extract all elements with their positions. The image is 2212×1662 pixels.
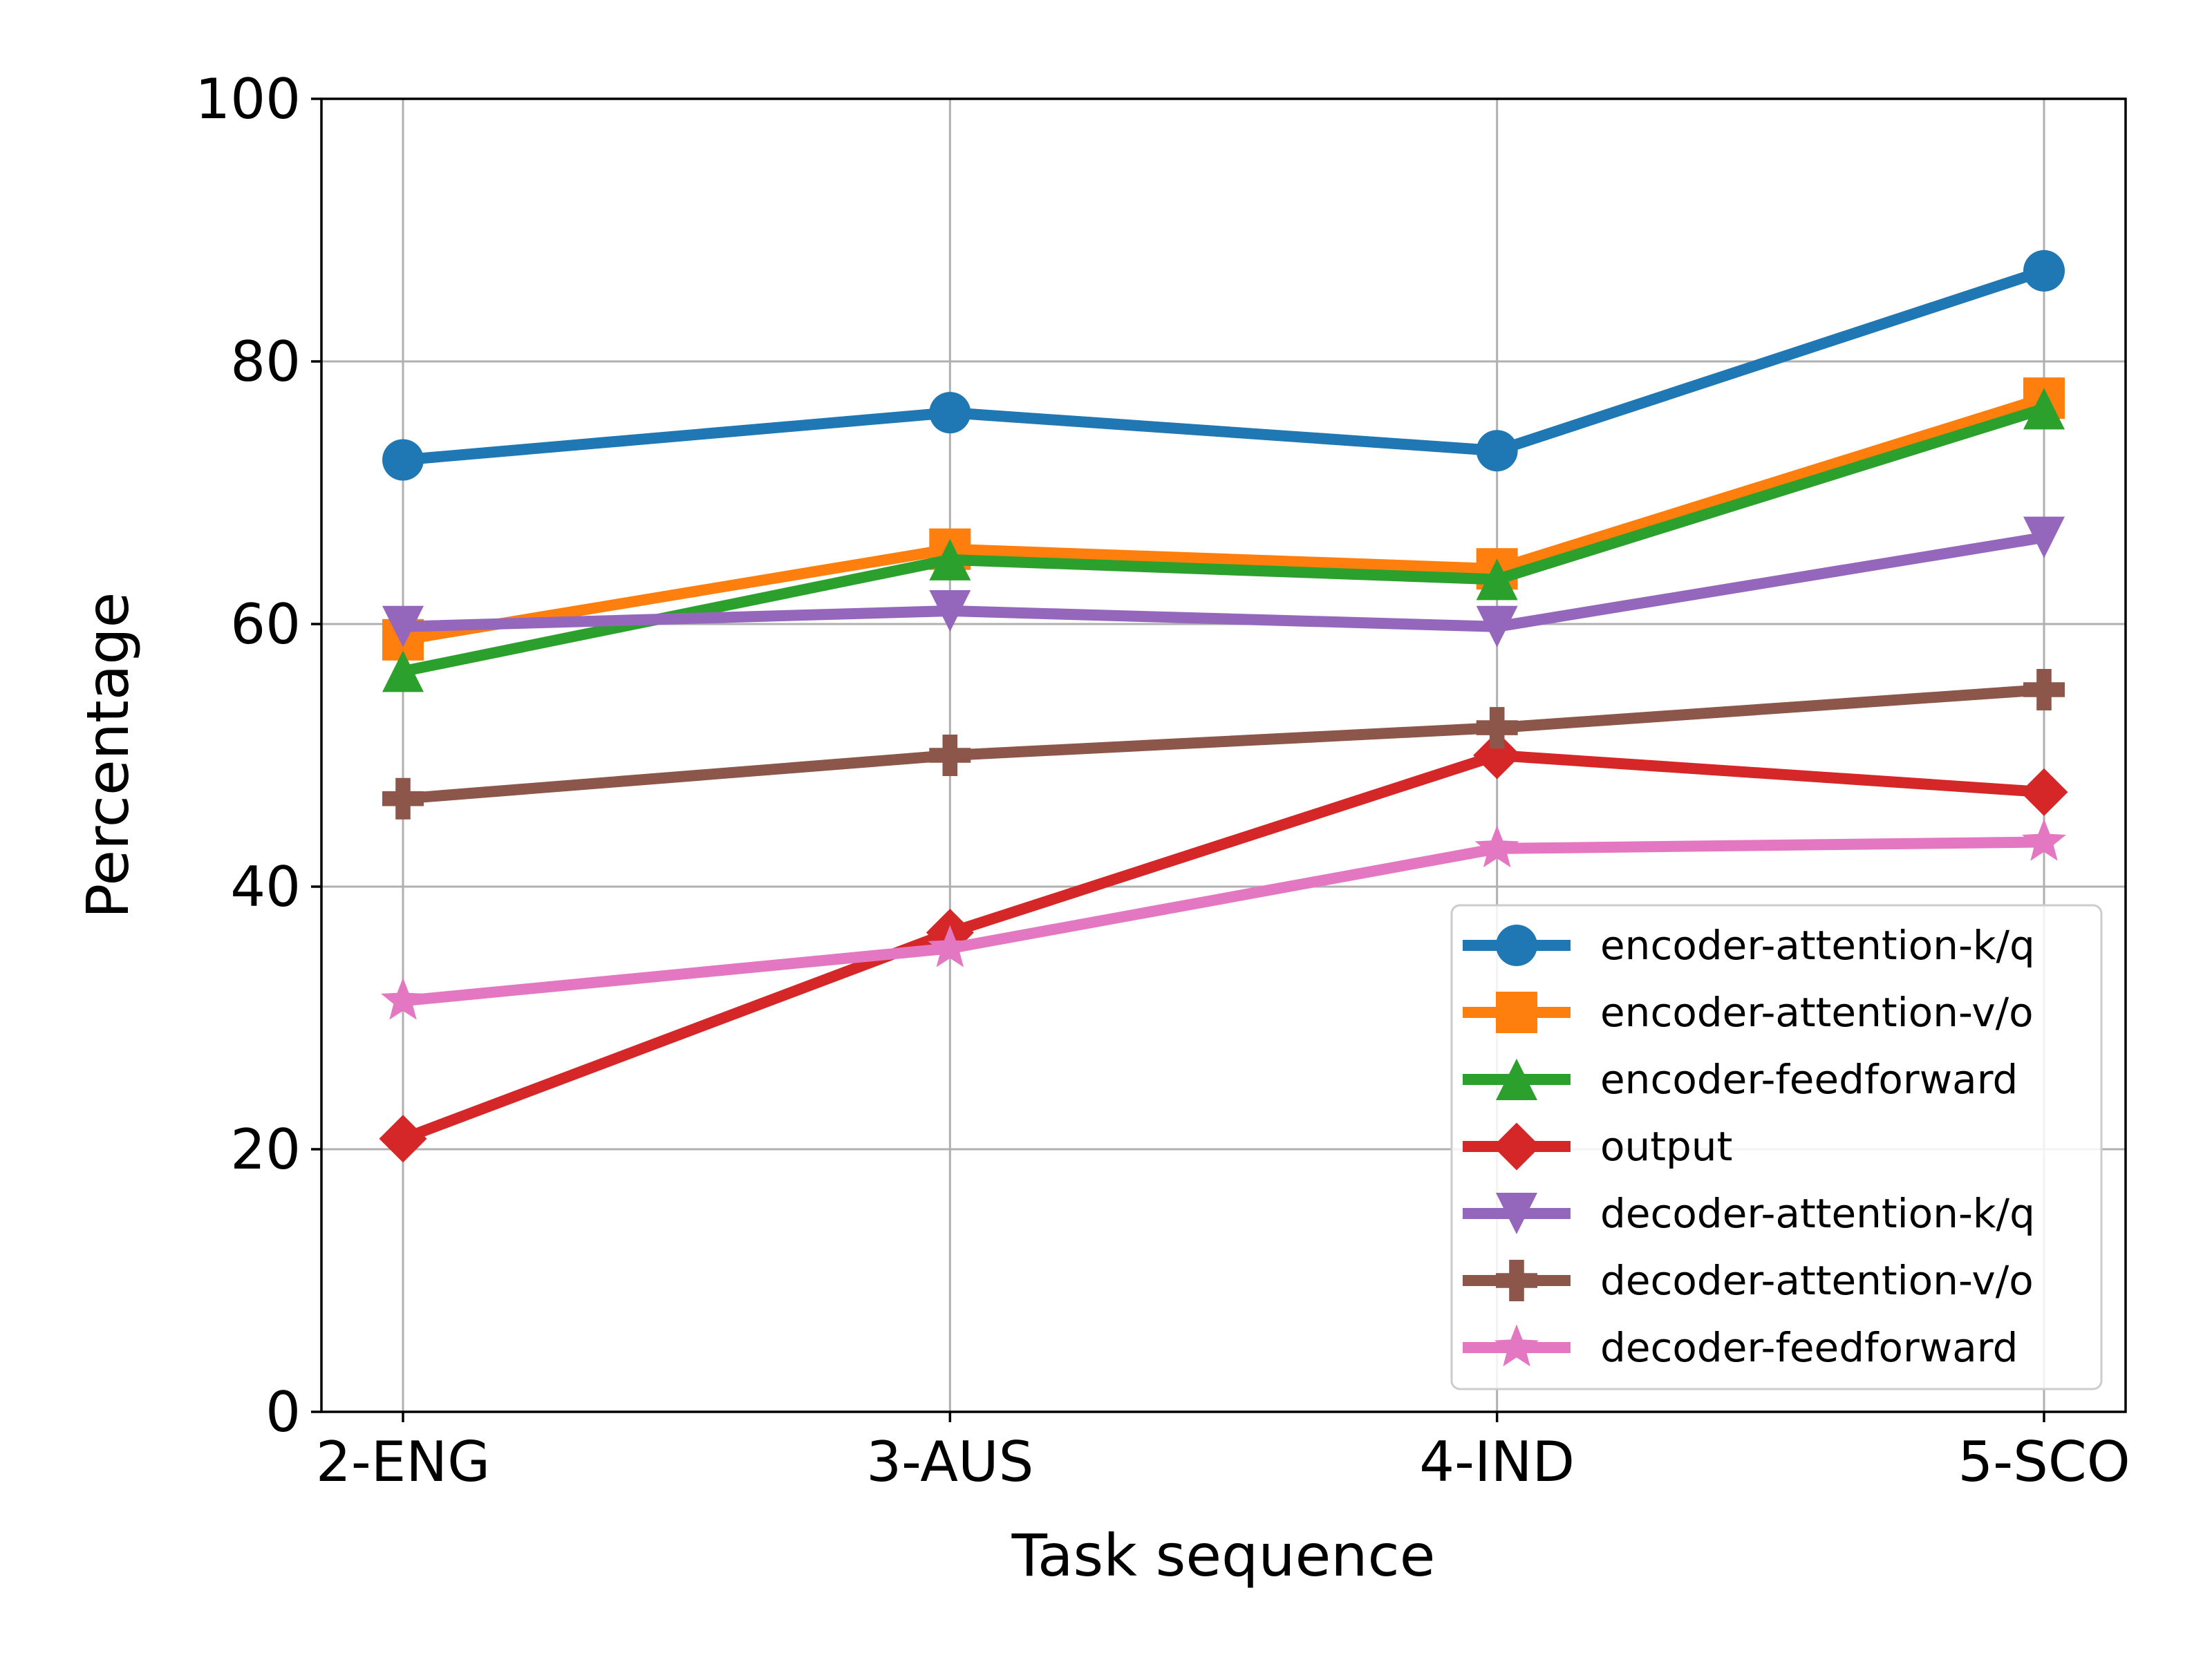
legend-item: encoder-attention-v/o: [1463, 989, 2034, 1036]
legend-item: decoder-attention-v/o: [1463, 1257, 2034, 1304]
data-point: [929, 735, 971, 776]
x-tick-label: 4-IND: [1419, 1430, 1575, 1494]
legend-item: decoder-attention-k/q: [1463, 1190, 2035, 1237]
series-line: [402, 836, 2045, 1007]
data-point: [1473, 731, 1521, 780]
legend-label: encoder-attention-k/q: [1600, 922, 2035, 969]
series-decoder-attention-k-q: [382, 516, 2065, 648]
legend-box: [1450, 904, 2103, 1390]
legend-label: decoder-attention-v/o: [1600, 1257, 2034, 1304]
legend-marker: [1496, 1193, 1537, 1234]
data-point: [2023, 388, 2065, 430]
series-layer: [379, 249, 2068, 1163]
x-tick-label: 2-ENG: [316, 1430, 490, 1494]
data-point: [382, 650, 424, 692]
data-point: [382, 605, 424, 648]
data-point: [1476, 430, 1518, 472]
y-axis-label: Percentage: [74, 592, 142, 919]
legend: encoder-attention-k/q encoder-attention-v…: [1450, 904, 2103, 1390]
data-point: [379, 1115, 427, 1163]
legend-marker: [1496, 1260, 1537, 1301]
y-tick-label: 100: [195, 67, 301, 131]
y-tick-label: 40: [230, 855, 301, 919]
data-point: [1474, 825, 1519, 868]
series-decoder-attention-v-o: [382, 669, 2065, 820]
y-tick-label: 20: [230, 1117, 301, 1182]
legend-label: encoder-feedforward: [1600, 1056, 2018, 1103]
data-point: [2023, 669, 2065, 710]
x-axis-label: Task sequence: [1011, 1522, 1436, 1589]
legend-item: output: [1463, 1122, 1732, 1171]
legend-label: output: [1600, 1123, 1732, 1170]
series-line: [402, 265, 2046, 466]
legend-marker: [1496, 925, 1537, 966]
data-point: [2023, 516, 2065, 558]
data-point: [929, 538, 971, 580]
legend-marker: [1492, 1122, 1541, 1171]
series-line: [401, 750, 2045, 1144]
legend-marker: [1496, 992, 1537, 1033]
y-tick-label: 80: [230, 330, 301, 394]
legend-label: encoder-attention-v/o: [1600, 989, 2034, 1036]
data-point: [381, 977, 425, 1020]
data-point: [2020, 768, 2068, 816]
x-tick-label: 3-AUS: [866, 1430, 1033, 1494]
series-decoder-feedforward: [381, 818, 2066, 1020]
data-point: [929, 590, 971, 632]
series-encoder-attention-k-q: [382, 249, 2065, 481]
legend-label: decoder-feedforward: [1600, 1324, 2018, 1371]
x-tick-label: 5-SCO: [1958, 1430, 2130, 1494]
series-line: [402, 393, 2046, 645]
data-point: [1476, 558, 1518, 601]
data-point: [2022, 818, 2066, 861]
y-tick-label: 60: [230, 592, 301, 657]
legend-label: decoder-attention-k/q: [1600, 1190, 2035, 1237]
plot-frame: [320, 97, 2127, 1413]
data-point: [2023, 249, 2065, 292]
axes: 0 20 40 60 80 100 2-ENG 3-AUS 4-IND 5-SCO Task seq…: [74, 67, 2130, 1589]
data-point: [382, 439, 424, 481]
data-point: [929, 392, 971, 434]
data-point: [382, 777, 424, 820]
legend-marker: [1496, 1059, 1537, 1100]
y-tick-label: 0: [265, 1380, 301, 1444]
legend-marker: [1494, 1324, 1539, 1367]
legend-item: encoder-feedforward: [1463, 1056, 2018, 1103]
series-line: [402, 684, 2045, 804]
legend-item: encoder-attention-k/q: [1463, 922, 2035, 969]
legend-item: decoder-feedforward: [1463, 1324, 2018, 1371]
data-point: [1476, 707, 1518, 749]
series-line: [402, 531, 2045, 632]
data-point: [928, 925, 973, 967]
data-point: [1476, 605, 1518, 648]
